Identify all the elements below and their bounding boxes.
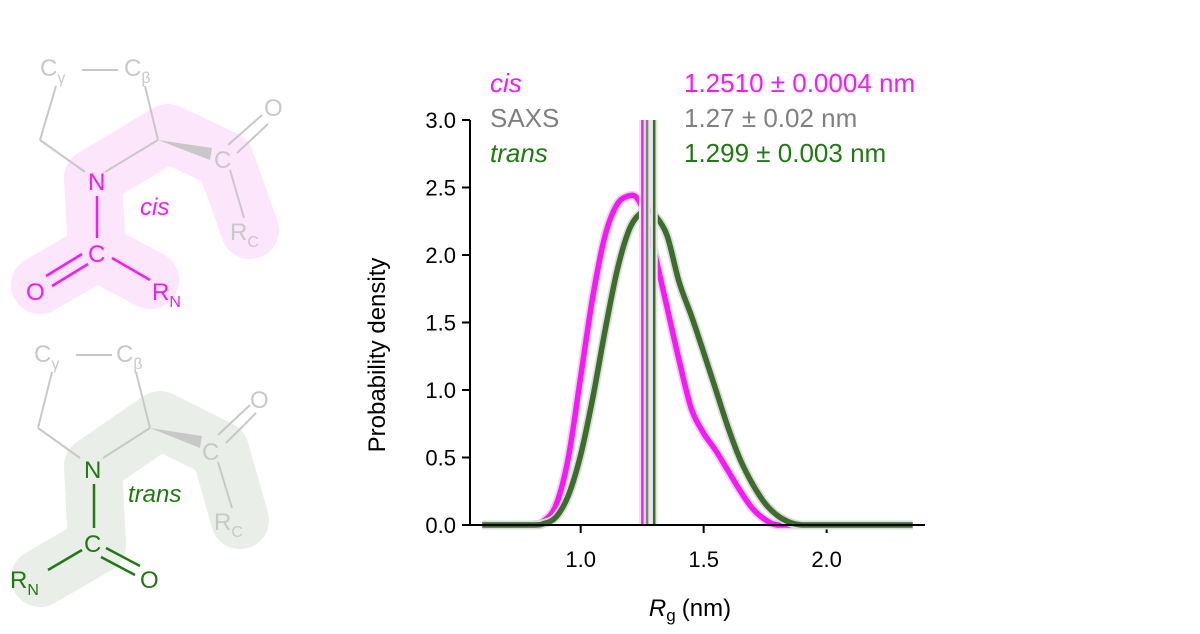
density-curves [482, 190, 913, 530]
x-axis-ticks: 1.0 1.5 2.0 [565, 525, 842, 572]
trans-atom-n: N [84, 457, 101, 484]
trans-curve-outline [482, 205, 913, 530]
x-tick-label: 1.5 [688, 547, 719, 572]
trans-atom-rc: RC [214, 509, 243, 541]
y-axis-ticks: 0.0 0.5 1.0 1.5 2.0 2.5 3.0 [425, 108, 470, 538]
cis-bond-ch2-n [39, 139, 86, 173]
cis-atom-o-ring: O [264, 95, 283, 122]
trans-atom-cg: Cγ [34, 341, 59, 373]
trans-atom-rn: RN [10, 567, 39, 599]
trans-atom-o-amide: O [140, 567, 159, 594]
cis-bond-c-o-amide-2 [51, 262, 89, 288]
cis-label: cis [140, 194, 169, 221]
cis-bond-c-rc [229, 169, 245, 219]
mean-lines [638, 120, 658, 525]
cis-bond-c-o-amide-1 [45, 252, 83, 278]
cis-bond-cb-ca [144, 85, 159, 141]
cis-bond-c-o-1 [227, 114, 263, 146]
cis-atom-cb: Cβ [124, 55, 151, 87]
legend-value-saxs: 1.27 ± 0.02 nm [684, 103, 857, 133]
y-tick-label: 1.5 [425, 311, 456, 336]
trans-wedge-bond [150, 428, 202, 448]
chart: 0.0 0.5 1.0 1.5 2.0 2.5 3.0 1.0 1.5 2.0 Probabil… [364, 68, 925, 625]
x-tick-label: 2.0 [811, 547, 842, 572]
cis-atom-rc: RC [230, 219, 259, 251]
cis-wedge-bond [158, 140, 212, 160]
legend-name-cis: cis [490, 68, 522, 98]
cis-atom-n: N [88, 169, 105, 196]
trans-bond-c-o-amide-1 [105, 546, 141, 568]
y-tick-label: 1.0 [425, 378, 456, 403]
y-tick-label: 3.0 [425, 108, 456, 133]
trans-atom-c-ring: C [202, 439, 219, 466]
cis-molecule: Cγ Cβ C O RC N C O RN cis [11, 55, 283, 314]
cis-atom-c-amide: C [88, 241, 105, 268]
cis-atom-c-ring: C [214, 147, 231, 174]
trans-bond-cg-ch2 [37, 371, 53, 429]
legend-name-trans: trans [490, 138, 548, 168]
trans-atom-o-ring: O [250, 387, 269, 414]
cis-bond-c-o-2 [236, 123, 269, 154]
cis-atom-o-amide: O [26, 279, 45, 306]
trans-atom-cb: Cβ [116, 341, 143, 373]
trans-bond-cb-ca [135, 371, 151, 429]
trans-bond-ch2-n [37, 427, 81, 459]
legend-value-cis: 1.2510 ± 0.0004 nm [684, 68, 915, 98]
trans-bond-c-o-amide-2 [100, 555, 136, 577]
legend-name-saxs: SAXS [490, 103, 559, 133]
x-tick-label: 1.0 [565, 547, 596, 572]
trans-label: trans [128, 481, 181, 508]
trans-bond-c-rc [217, 461, 233, 509]
y-tick-label: 0.0 [425, 513, 456, 538]
cis-bond-c-rn [111, 256, 151, 282]
y-tick-label: 0.5 [425, 446, 456, 471]
trans-bond-c-o-1 [217, 404, 251, 436]
y-axis-label: Probability density [364, 258, 391, 453]
trans-bond-c-rn [47, 548, 83, 572]
cis-bond-ca-n [104, 139, 159, 173]
trans-density-curve [482, 207, 913, 528]
y-tick-label: 2.0 [425, 243, 456, 268]
legend-value-trans: 1.299 ± 0.003 nm [684, 138, 886, 168]
legend: cis 1.2510 ± 0.0004 nm SAXS 1.27 ± 0.02 nm t… [490, 68, 915, 168]
trans-molecule: Cγ Cβ C O RC N C O RN trans [10, 341, 269, 607]
y-tick-label: 2.5 [425, 176, 456, 201]
cis-atom-cg: Cγ [40, 55, 65, 87]
cis-atom-rn: RN [152, 279, 181, 311]
trans-bond-c-o-2 [225, 412, 257, 444]
x-axis-label: Rg (nm) [649, 595, 731, 625]
trans-bond-ca-n [102, 427, 151, 459]
trans-atom-c-amide: C [84, 531, 101, 558]
cis-bond-cg-ch2 [39, 85, 57, 141]
